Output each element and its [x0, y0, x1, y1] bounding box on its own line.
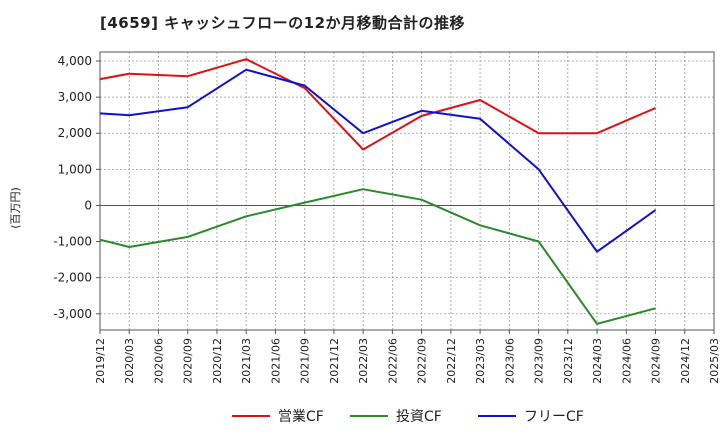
x-tick-label: 2022/06 [386, 338, 399, 384]
x-tick-label: 2024/06 [620, 338, 633, 384]
x-tick-label: 2020/09 [182, 338, 195, 384]
x-tick-label: 2019/12 [94, 338, 107, 384]
legend-item-free-cf: フリーCF [478, 404, 584, 428]
x-tick-label: 2025/03 [708, 338, 720, 384]
y-tick-label: 4,000 [58, 54, 92, 68]
y-tick-label: 2,000 [58, 126, 92, 140]
x-tick-label: 2023/12 [562, 338, 575, 384]
y-tick-label: 1,000 [58, 162, 92, 176]
legend: 営業CF 投資CF フリーCF [0, 404, 720, 428]
legend-item-operating-cf: 営業CF [232, 404, 324, 428]
plot-area [100, 52, 714, 330]
y-tick-label: -3,000 [53, 307, 92, 321]
x-tick-label: 2020/03 [123, 338, 136, 384]
legend-swatch-free-cf [478, 415, 516, 417]
x-tick-label: 2021/09 [299, 338, 312, 384]
legend-label-free-cf: フリーCF [524, 409, 584, 425]
legend-label-investing-cf: 投資CF [396, 409, 442, 425]
chart-title: [4659] キャッシュフローの12か月移動合計の推移 [100, 14, 466, 32]
x-tick-label: 2023/06 [503, 338, 516, 384]
y-tick-label: -2,000 [53, 271, 92, 285]
x-tick-label: 2022/03 [357, 338, 370, 384]
x-tick-label: 2022/12 [445, 338, 458, 384]
x-tick-label: 2024/12 [679, 338, 692, 384]
y-tick-label: 3,000 [58, 90, 92, 104]
plot-frame [99, 51, 715, 331]
x-tick-label: 2021/12 [328, 338, 341, 384]
legend-item-investing-cf: 投資CF [350, 404, 442, 428]
x-tick-label: 2022/09 [416, 338, 429, 384]
x-tick-label: 2020/06 [152, 338, 165, 384]
y-tick-label: -1,000 [53, 235, 92, 249]
series-line-0 [99, 58, 656, 151]
x-tick-label: 2020/12 [211, 338, 224, 384]
x-tick-label: 2024/09 [650, 338, 663, 384]
x-tick-label: 2024/03 [591, 338, 604, 384]
x-tick-label: 2021/03 [240, 338, 253, 384]
series-line-2 [99, 68, 657, 253]
y-tick-label: 0 [84, 198, 92, 212]
legend-swatch-investing-cf [350, 415, 388, 417]
legend-label-operating-cf: 営業CF [278, 409, 324, 425]
x-tick-label: 2023/09 [533, 338, 546, 384]
x-tick-label: 2021/06 [269, 338, 282, 384]
series-line-1 [99, 188, 656, 325]
x-tick-label: 2023/03 [474, 338, 487, 384]
legend-swatch-operating-cf [232, 415, 270, 417]
line-chart: 4,000 3,000 2,000 1,000 0 -1,000 -2,000 -3,000 2… [53, 51, 720, 384]
